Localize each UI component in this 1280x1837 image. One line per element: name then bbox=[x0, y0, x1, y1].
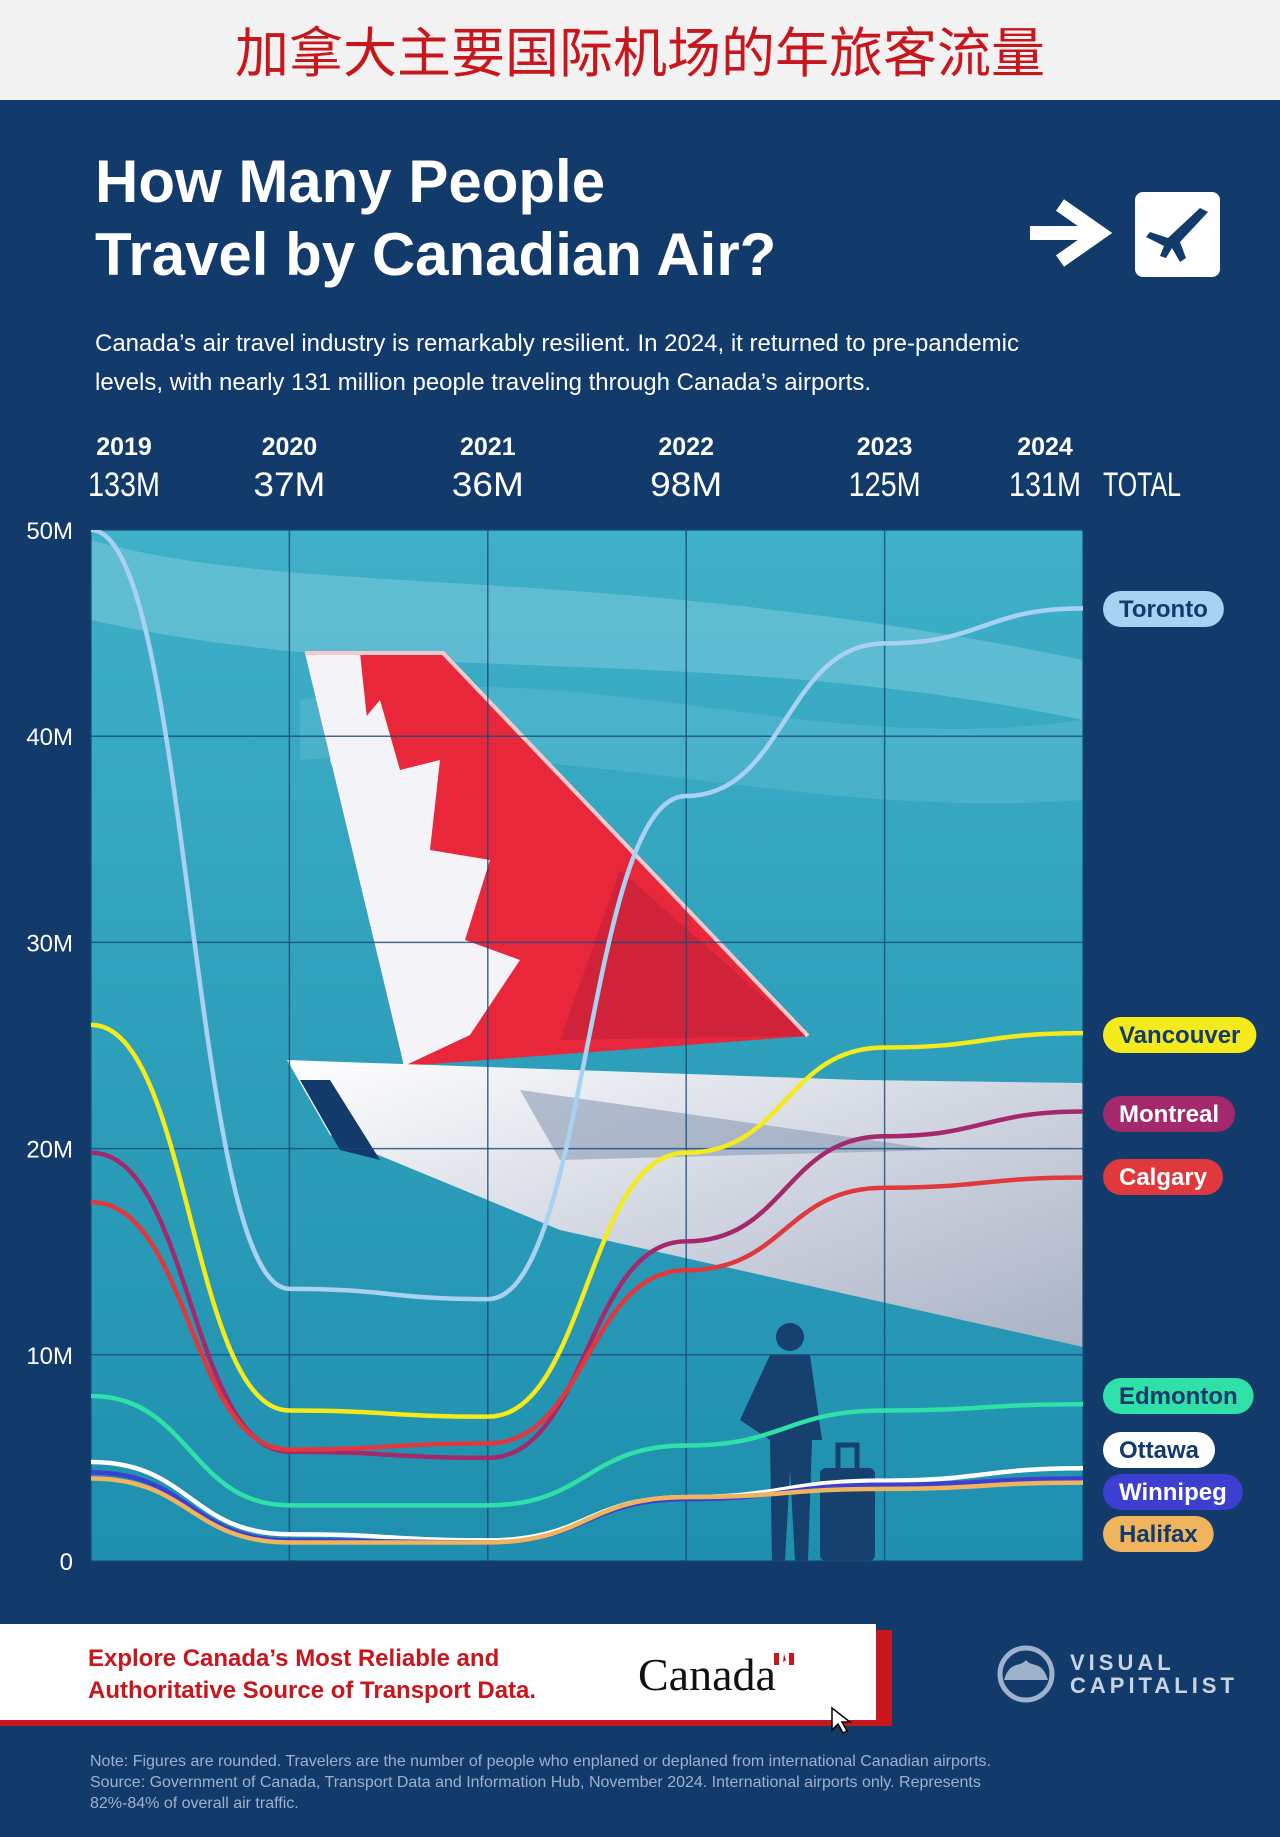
x-tick-label: 2022 bbox=[658, 433, 714, 461]
legend-label: Edmonton bbox=[1119, 1383, 1238, 1410]
x-tick-label: 2021 bbox=[460, 433, 516, 461]
y-tick-label: 0 bbox=[60, 1549, 73, 1576]
total-label: 36M bbox=[452, 466, 524, 504]
total-label: 37M bbox=[253, 466, 325, 504]
cursor bbox=[831, 1706, 853, 1734]
series-line bbox=[91, 1476, 1083, 1545]
subtitle: levels, with nearly 131 million people t… bbox=[95, 369, 871, 396]
y-tick-label: 30M bbox=[26, 930, 73, 957]
x-tick-label: 2023 bbox=[857, 433, 913, 461]
legend: Toronto Vancouver Montreal Calgary Edmonton O… bbox=[1103, 591, 1257, 1552]
legend-pill bbox=[1103, 1474, 1243, 1510]
legend-label: Winnipeg bbox=[1119, 1479, 1227, 1506]
legend-item: Winnipeg bbox=[1103, 1474, 1243, 1510]
series-line bbox=[91, 1393, 1083, 1508]
legend-label: Toronto bbox=[1119, 596, 1208, 623]
banner bbox=[0, 0, 1280, 100]
legend-pill bbox=[1103, 591, 1224, 627]
legend-item: Vancouver bbox=[1103, 1017, 1257, 1053]
flag bbox=[774, 1653, 794, 1665]
x-tick-label: 2024 bbox=[1017, 433, 1073, 461]
series-line bbox=[91, 530, 1083, 1302]
y-tick-label: 10M bbox=[26, 1343, 73, 1370]
legend-label: Halifax bbox=[1119, 1521, 1198, 1548]
lines bbox=[91, 530, 1083, 1545]
y-tick-label: 50M bbox=[26, 518, 73, 545]
legend-item: Ottawa bbox=[1103, 1432, 1216, 1468]
legend-item: Edmonton bbox=[1103, 1378, 1254, 1414]
y-tick-label: 20M bbox=[26, 1137, 73, 1164]
logo: VISUAL CAPITALIST bbox=[997, 1645, 1238, 1703]
canada-wordmark: Canada bbox=[638, 1649, 776, 1700]
x-tick-label: 2019 bbox=[96, 433, 152, 461]
logo-text: CAPITALIST bbox=[1070, 1673, 1238, 1698]
legend-label: Ottawa bbox=[1119, 1437, 1200, 1464]
cta-text[interactable]: Explore Canada’s Most Reliable and bbox=[88, 1645, 499, 1672]
chart-title: Travel by Canadian Air? bbox=[95, 221, 776, 288]
total-title: TOTAL bbox=[1103, 466, 1181, 504]
x-tick-label: 2020 bbox=[262, 433, 318, 461]
series-line bbox=[91, 1022, 1083, 1419]
legend-pill bbox=[1103, 1096, 1236, 1132]
legend-pill bbox=[1103, 1378, 1254, 1414]
chart-title: How Many People bbox=[95, 148, 605, 215]
total-label: 98M bbox=[650, 466, 722, 504]
axes: 0 10M 20M 30M 40M 50M 2019 133M 2020 37M 2021 36M 20… bbox=[26, 433, 1181, 1576]
y-tick-label: 40M bbox=[26, 724, 73, 751]
legend-item: Toronto bbox=[1103, 591, 1224, 627]
subtitle: Canada’s air travel industry is remarkab… bbox=[95, 330, 1019, 357]
note: Source: Government of Canada, Transport … bbox=[90, 1774, 981, 1791]
note: 82%-84% of overall air traffic. bbox=[90, 1795, 299, 1812]
legend-label: Vancouver bbox=[1119, 1022, 1240, 1049]
legend-pill bbox=[1103, 1159, 1224, 1195]
legend-item: Montreal bbox=[1103, 1096, 1236, 1132]
cta-box: Explore Canada’s Most Reliable and Autho… bbox=[0, 1624, 892, 1734]
total-label: 125M bbox=[849, 466, 921, 504]
cta-text[interactable]: Authoritative Source of Transport Data. bbox=[88, 1677, 536, 1704]
series-line bbox=[91, 1175, 1083, 1452]
legend-item: Calgary bbox=[1103, 1159, 1224, 1195]
legend-label: Calgary bbox=[1119, 1164, 1208, 1191]
banner-title: 加拿大主要国际机场的年旅客流量 bbox=[235, 22, 1045, 85]
logo-text: VISUAL bbox=[1070, 1650, 1175, 1675]
note: Note: Figures are rounded. Travelers are… bbox=[90, 1753, 991, 1770]
header-icon bbox=[1030, 192, 1220, 277]
legend-label: Montreal bbox=[1119, 1101, 1219, 1128]
legend-item: Halifax bbox=[1103, 1516, 1214, 1552]
legend-pill bbox=[1103, 1017, 1257, 1053]
legend-pill bbox=[1103, 1516, 1214, 1552]
total-label: 131M bbox=[1009, 466, 1081, 504]
legend-pill bbox=[1103, 1432, 1216, 1468]
total-label: 133M bbox=[88, 466, 160, 504]
